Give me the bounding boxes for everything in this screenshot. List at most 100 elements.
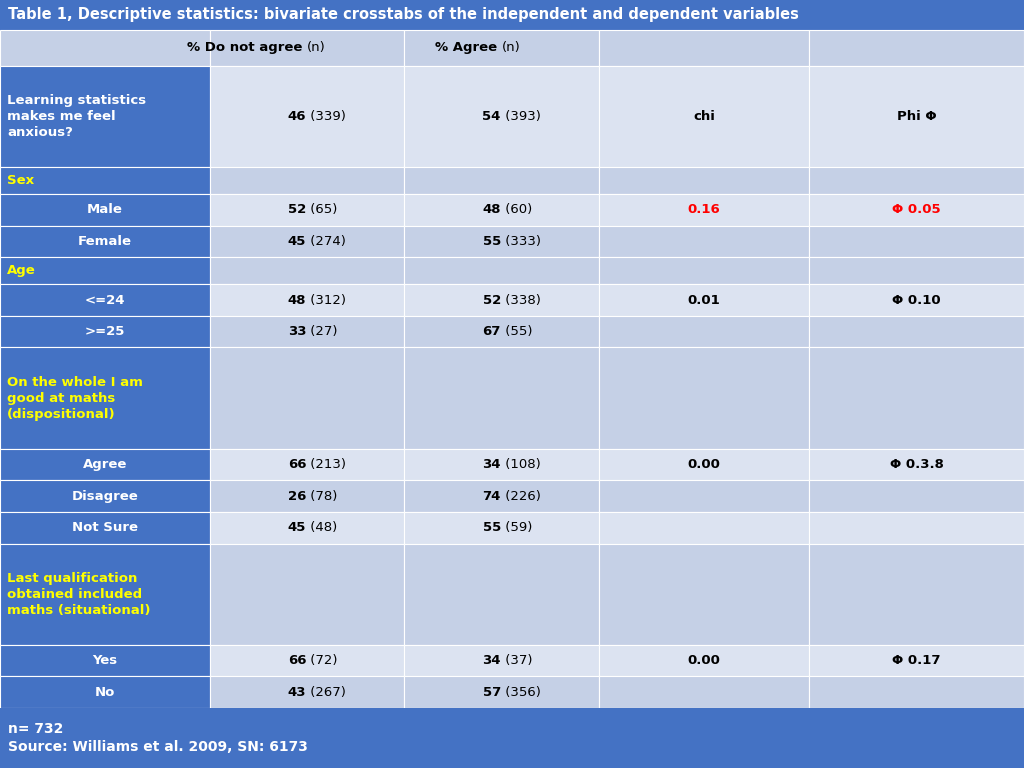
Bar (0, 167, 210, 194)
Bar (404, 449, 599, 480)
Bar (809, 449, 1024, 480)
Text: (108): (108) (501, 458, 541, 471)
Bar (404, 257, 599, 284)
Bar (404, 66, 599, 167)
Bar (599, 30, 809, 66)
Bar (404, 316, 599, 347)
Text: Φ 0.3.8: Φ 0.3.8 (890, 458, 943, 471)
Bar (599, 316, 809, 347)
Text: 52: 52 (482, 293, 501, 306)
Bar (404, 544, 599, 645)
Bar (599, 512, 809, 544)
Bar (809, 347, 1024, 449)
Text: 45: 45 (288, 235, 306, 248)
Text: 55: 55 (482, 521, 501, 535)
Bar (599, 167, 809, 194)
Text: chi: chi (693, 110, 715, 123)
Text: (356): (356) (501, 686, 541, 699)
Bar (599, 226, 809, 257)
Bar (809, 226, 1024, 257)
Text: (78): (78) (306, 490, 338, 502)
Bar (809, 167, 1024, 194)
Text: 48: 48 (482, 204, 501, 217)
Bar (0, 66, 210, 167)
Text: 33: 33 (288, 325, 306, 338)
Text: 43: 43 (288, 686, 306, 699)
Text: 0.00: 0.00 (687, 654, 721, 667)
Bar (0, 226, 210, 257)
Text: 0.16: 0.16 (688, 204, 720, 217)
Bar (210, 226, 404, 257)
Text: Age: Age (7, 264, 36, 277)
Bar (809, 30, 1024, 66)
Text: No: No (95, 686, 115, 699)
Text: 66: 66 (288, 458, 306, 471)
Bar (210, 677, 404, 708)
Bar (809, 66, 1024, 167)
Text: 52: 52 (288, 204, 306, 217)
Bar (809, 194, 1024, 226)
Text: % Do not agree: % Do not agree (187, 41, 307, 55)
Text: 55: 55 (482, 235, 501, 248)
Text: (274): (274) (306, 235, 346, 248)
Text: (333): (333) (501, 235, 541, 248)
Bar (210, 347, 404, 449)
Bar (0, 645, 210, 677)
Bar (210, 449, 404, 480)
Text: Phi Φ: Phi Φ (897, 110, 936, 123)
Bar (210, 480, 404, 512)
Bar (809, 284, 1024, 316)
Text: 0.01: 0.01 (688, 293, 720, 306)
Text: (339): (339) (306, 110, 346, 123)
Text: Yes: Yes (92, 654, 118, 667)
Bar (0, 677, 210, 708)
Bar (404, 512, 599, 544)
Text: 46: 46 (288, 110, 306, 123)
Text: 66: 66 (288, 654, 306, 667)
Bar (0, 194, 210, 226)
Text: 74: 74 (482, 490, 501, 502)
Bar (599, 347, 809, 449)
Bar (809, 544, 1024, 645)
Text: Φ 0.05: Φ 0.05 (892, 204, 941, 217)
Text: % Agree: % Agree (435, 41, 502, 55)
Bar (210, 257, 404, 284)
Bar (404, 645, 599, 677)
Text: (27): (27) (306, 325, 338, 338)
Text: 45: 45 (288, 521, 306, 535)
Bar (599, 544, 809, 645)
Bar (404, 226, 599, 257)
Text: (60): (60) (501, 204, 532, 217)
Bar (809, 316, 1024, 347)
Bar (210, 194, 404, 226)
Bar (404, 167, 599, 194)
Text: Φ 0.10: Φ 0.10 (892, 293, 941, 306)
Text: 57: 57 (482, 686, 501, 699)
Bar (599, 257, 809, 284)
Text: Male: Male (87, 204, 123, 217)
Bar (404, 677, 599, 708)
Text: Table 1, Descriptive statistics: bivariate crosstabs of the independent and depe: Table 1, Descriptive statistics: bivaria… (8, 8, 799, 22)
Text: 0.00: 0.00 (687, 458, 721, 471)
Text: 67: 67 (482, 325, 501, 338)
Text: (267): (267) (306, 686, 346, 699)
Bar (0, 257, 210, 284)
Bar (0, 449, 210, 480)
Text: Agree: Agree (83, 458, 127, 471)
Bar (599, 66, 809, 167)
Text: Learning statistics
makes me feel
anxious?: Learning statistics makes me feel anxiou… (7, 94, 146, 139)
Bar (809, 257, 1024, 284)
Text: (n): (n) (307, 41, 326, 55)
Text: Not Sure: Not Sure (72, 521, 138, 535)
Text: (n): (n) (502, 41, 520, 55)
Text: Disagree: Disagree (72, 490, 138, 502)
Bar (404, 480, 599, 512)
Bar (599, 677, 809, 708)
Text: (72): (72) (306, 654, 338, 667)
Text: 48: 48 (288, 293, 306, 306)
Bar (0, 316, 210, 347)
Bar (599, 645, 809, 677)
Bar (404, 284, 599, 316)
Text: Sex: Sex (7, 174, 34, 187)
Text: (393): (393) (501, 110, 541, 123)
